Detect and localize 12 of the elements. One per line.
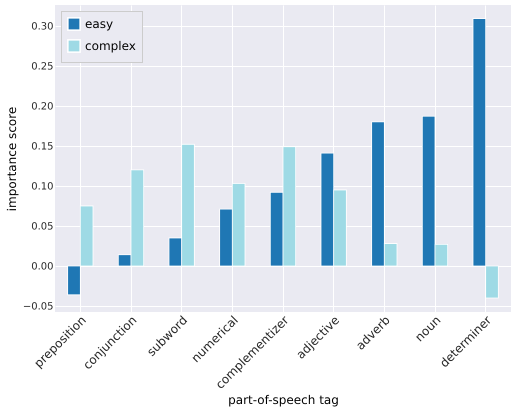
y-tick-label: 0.05	[31, 221, 54, 232]
y-tick-label: 0.15	[31, 141, 54, 152]
y-tick-label: 0.20	[31, 101, 54, 112]
legend-label: complex	[85, 39, 136, 53]
x-axis-title: part-of-speech tag	[228, 393, 339, 408]
y-tick-label: 0.30	[31, 21, 54, 32]
y-tick-label: 0.25	[31, 61, 54, 72]
legend-label: easy	[85, 17, 114, 31]
y-tick-label: −0.05	[22, 301, 54, 312]
y-tick-label: 0.00	[31, 261, 54, 272]
y-tick-label: 0.10	[31, 181, 54, 192]
y-axis-title: importance score	[4, 106, 19, 212]
